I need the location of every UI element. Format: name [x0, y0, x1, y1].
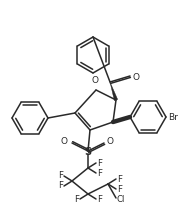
Text: F: F [58, 181, 63, 190]
Text: F: F [74, 195, 79, 204]
Text: O: O [92, 76, 99, 85]
Text: F: F [117, 175, 122, 183]
Text: S: S [84, 147, 92, 157]
Text: F: F [97, 158, 102, 167]
Text: O: O [61, 138, 68, 146]
Text: O: O [107, 138, 114, 146]
Text: Br: Br [168, 114, 178, 123]
Text: O: O [133, 72, 140, 81]
Text: Cl: Cl [117, 195, 125, 204]
Text: F: F [97, 195, 102, 204]
Text: F: F [97, 169, 102, 178]
Text: F: F [117, 184, 122, 194]
Polygon shape [110, 82, 118, 101]
Text: F: F [58, 172, 63, 181]
